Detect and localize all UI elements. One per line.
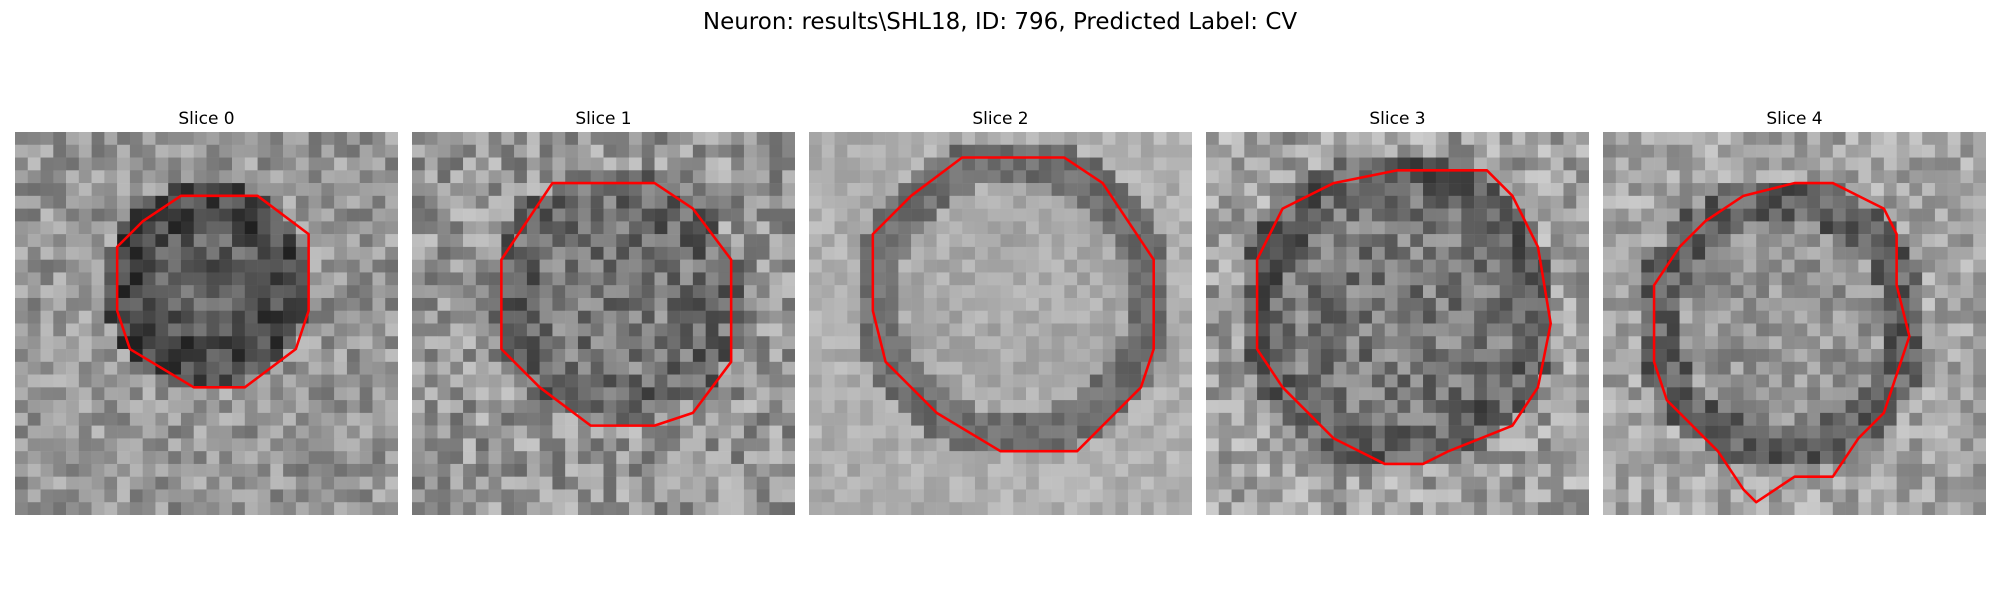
roi-contour — [1652, 181, 1911, 504]
slice-image-3 — [1206, 132, 1589, 515]
slice-title-1: Slice 1 — [575, 109, 632, 129]
pixel-grid — [1206, 132, 1589, 515]
figure-title: Neuron: results\SHL18, ID: 796, Predicte… — [702, 9, 1298, 35]
slice-panel-4: Slice 4 — [1603, 108, 1986, 515]
slice-image-1 — [412, 132, 795, 515]
slice-panel-2: Slice 2 — [809, 108, 1192, 515]
slice-title-4: Slice 4 — [1766, 109, 1823, 129]
pixel-grid — [809, 132, 1192, 515]
roi-contour — [1255, 169, 1552, 466]
slice-image-2 — [809, 132, 1192, 515]
pixel-grid — [1603, 132, 1986, 515]
pixel-grid — [15, 132, 398, 515]
pixel-grid — [412, 132, 795, 515]
slice-title-3: Slice 3 — [1369, 109, 1426, 129]
slice-image-0 — [15, 132, 398, 515]
slice-panel-1: Slice 1 — [412, 108, 795, 515]
slice-image-4 — [1603, 132, 1986, 515]
roi-contour — [871, 156, 1155, 453]
slice-title-0: Slice 0 — [178, 109, 235, 129]
slice-title-2: Slice 2 — [972, 109, 1029, 129]
roi-contour — [115, 194, 310, 389]
roi-contour — [500, 181, 733, 427]
slice-panel-3: Slice 3 — [1206, 108, 1589, 515]
slice-panel-0: Slice 0 — [15, 108, 398, 515]
